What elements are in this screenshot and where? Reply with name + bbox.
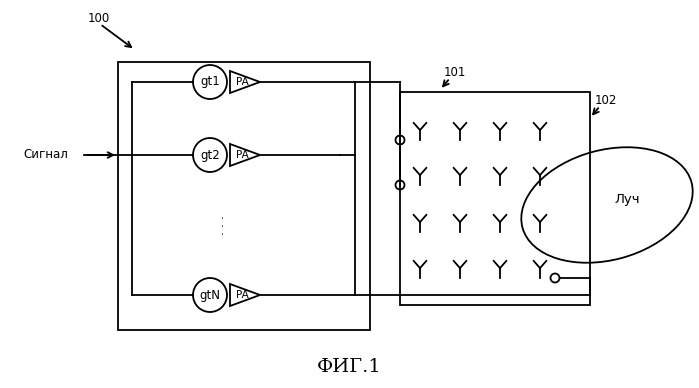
Bar [400, 92, 590, 305]
Bar [118, 62, 370, 330]
Text: Луч: Луч [614, 194, 640, 206]
Text: gt2: gt2 [200, 149, 220, 161]
Text: gt1: gt1 [200, 76, 220, 88]
Text: 100: 100 [88, 12, 110, 24]
Text: PA: PA [236, 77, 248, 87]
Text: PA: PA [236, 150, 248, 160]
Text: · · ·: · · · [219, 215, 231, 235]
Text: PA: PA [236, 290, 248, 300]
Text: ФИГ.1: ФИГ.1 [317, 358, 382, 376]
Text: 101: 101 [444, 66, 466, 78]
Text: Сигнал: Сигнал [23, 149, 68, 161]
Text: gtN: gtN [199, 289, 220, 301]
Text: 102: 102 [595, 94, 617, 106]
